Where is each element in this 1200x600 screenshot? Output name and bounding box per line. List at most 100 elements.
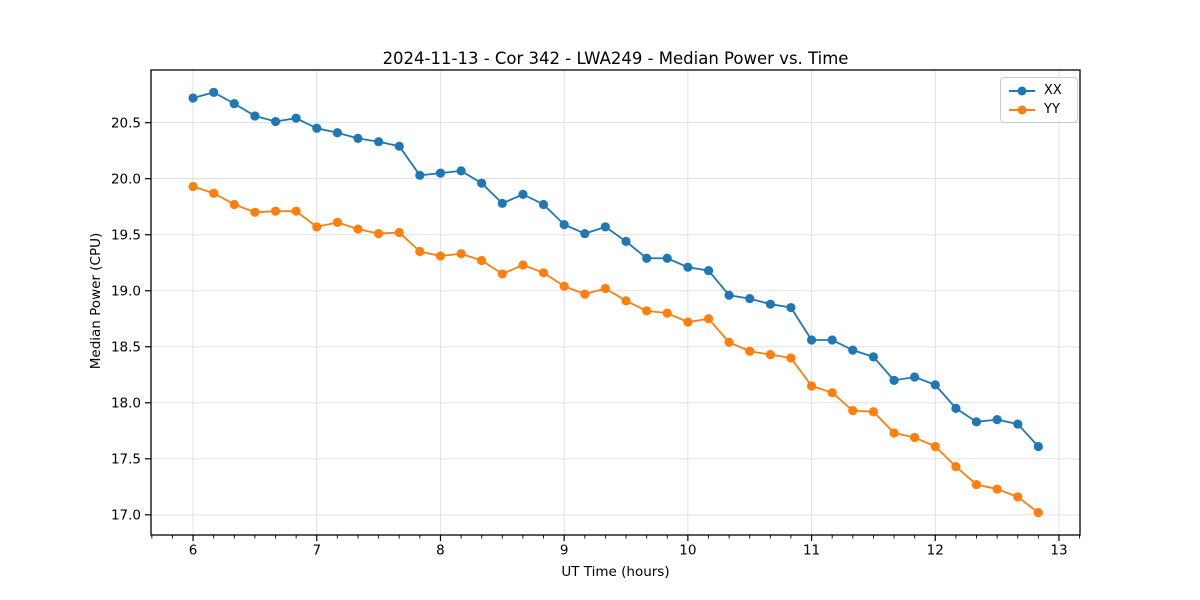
data-point-xx xyxy=(229,99,239,109)
data-point-yy xyxy=(868,407,879,417)
data-point-xx xyxy=(930,380,940,390)
data-point-yy xyxy=(786,353,796,363)
legend-line-sample-yy xyxy=(1009,105,1035,114)
y-tick-label: 20.5 xyxy=(111,115,141,131)
legend: XX YY xyxy=(1000,77,1078,123)
data-point-xx xyxy=(600,222,610,232)
x-axis-label: UT Time (hours) xyxy=(561,564,670,580)
data-point-yy xyxy=(580,289,590,299)
data-point-yy xyxy=(724,337,734,347)
data-point-xx xyxy=(353,133,363,143)
x-tick-label: 12 xyxy=(927,543,944,559)
y-tick-label: 20.0 xyxy=(111,171,141,187)
data-point-yy xyxy=(1013,492,1023,502)
data-point-xx xyxy=(1013,419,1023,429)
data-point-xx xyxy=(806,335,817,345)
y-tick-label: 19.0 xyxy=(111,283,141,299)
data-point-xx xyxy=(786,302,796,313)
data-point-xx xyxy=(889,375,899,385)
data-point-xx xyxy=(827,335,837,345)
data-point-yy xyxy=(951,462,961,472)
data-point-yy xyxy=(188,181,198,192)
legend-line-sample-xx xyxy=(1009,86,1035,95)
data-point-xx xyxy=(971,417,982,427)
data-point-yy xyxy=(910,432,920,443)
data-point-xx xyxy=(497,198,507,208)
y-tick-label: 19.5 xyxy=(111,227,141,243)
data-point-xx xyxy=(951,403,961,413)
data-point-yy xyxy=(662,308,672,318)
data-point-yy xyxy=(827,388,837,398)
data-point-xx xyxy=(415,170,425,180)
data-point-xx xyxy=(848,345,858,355)
legend-label-xx: XX xyxy=(1044,83,1062,98)
data-point-yy xyxy=(683,317,693,327)
data-point-xx xyxy=(910,372,920,382)
data-point-xx xyxy=(312,123,322,133)
y-tick-label: 17.5 xyxy=(111,452,141,468)
data-point-xx xyxy=(683,262,693,272)
y-tick-label: 18.5 xyxy=(111,339,141,355)
data-point-xx xyxy=(642,253,652,263)
data-point-xx xyxy=(250,111,260,121)
data-point-xx xyxy=(662,253,672,263)
data-point-xx xyxy=(580,228,590,239)
data-point-yy xyxy=(621,296,631,306)
data-point-yy xyxy=(518,260,528,270)
data-point-xx xyxy=(559,220,569,230)
data-point-xx xyxy=(394,141,404,151)
y-axis-label: Median Power (CPU) xyxy=(88,232,104,370)
data-point-yy xyxy=(497,269,507,279)
data-point-yy xyxy=(250,207,260,217)
data-point-xx xyxy=(703,265,714,276)
data-point-yy xyxy=(456,249,466,259)
data-point-yy xyxy=(559,281,569,291)
y-tick-label: 17.0 xyxy=(111,508,141,524)
data-point-xx xyxy=(332,128,343,138)
data-point-yy xyxy=(312,222,322,232)
x-tick-label: 8 xyxy=(436,543,445,559)
axes-spines xyxy=(150,69,1081,536)
series-line-xx xyxy=(192,91,1039,448)
data-point-yy xyxy=(703,314,714,324)
data-point-xx xyxy=(477,178,487,188)
x-tick-label: 13 xyxy=(1050,543,1067,559)
data-point-xx xyxy=(209,87,219,98)
x-tick-label: 11 xyxy=(803,543,820,559)
x-tick-label: 6 xyxy=(189,543,198,559)
data-point-xx xyxy=(456,166,466,176)
y-tick-label: 18.0 xyxy=(111,396,141,412)
data-point-yy xyxy=(209,188,219,198)
data-point-yy xyxy=(229,199,239,210)
data-point-xx xyxy=(374,137,384,147)
data-point-yy xyxy=(745,346,755,356)
data-point-yy xyxy=(642,306,652,316)
data-point-xx xyxy=(621,236,631,247)
data-point-yy xyxy=(291,206,301,216)
x-tick-label: 7 xyxy=(312,543,321,559)
legend-entry-yy: YY xyxy=(1007,101,1071,118)
data-point-yy xyxy=(435,251,446,261)
data-point-xx xyxy=(745,293,755,304)
data-point-xx xyxy=(270,116,281,127)
chart-title: 2024-11-13 - Cor 342 - LWA249 - Median P… xyxy=(382,49,849,68)
data-point-yy xyxy=(848,406,858,416)
data-point-xx xyxy=(868,352,879,362)
data-point-yy xyxy=(806,381,817,391)
data-point-yy xyxy=(270,206,281,216)
data-point-xx xyxy=(1033,441,1043,452)
data-point-yy xyxy=(332,217,343,227)
data-point-xx xyxy=(291,113,301,123)
data-point-yy xyxy=(374,228,384,239)
data-point-yy xyxy=(394,227,404,238)
x-tick-label: 10 xyxy=(679,543,696,559)
data-point-xx xyxy=(992,414,1002,425)
data-point-yy xyxy=(600,283,610,294)
data-point-yy xyxy=(765,350,775,360)
data-point-yy xyxy=(477,255,487,266)
data-point-yy xyxy=(971,479,982,490)
data-point-yy xyxy=(992,484,1002,494)
data-point-xx xyxy=(435,168,446,178)
